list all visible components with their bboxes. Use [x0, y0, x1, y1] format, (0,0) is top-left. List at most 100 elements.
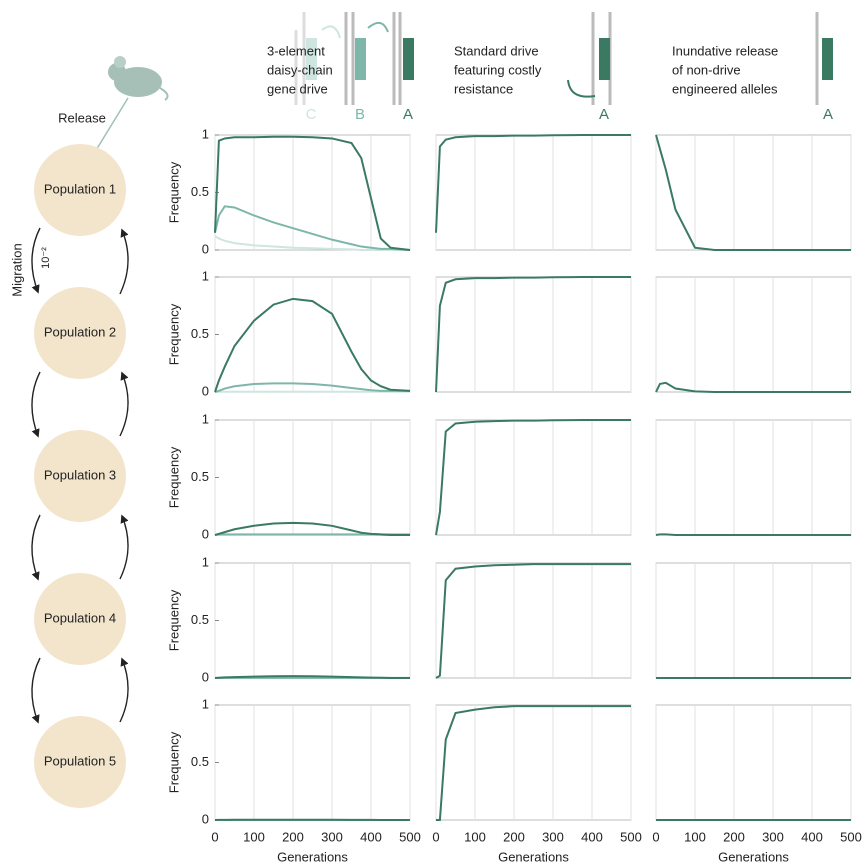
y-tick-label: 0.5: [191, 754, 209, 769]
plot-frame: [214, 419, 411, 536]
chromosome-icons: [294, 12, 833, 105]
release-label: Release: [58, 110, 106, 125]
migration-label: Migration: [9, 243, 24, 296]
population-label: Population 4: [44, 610, 116, 625]
x-tick-label: 100: [684, 829, 706, 844]
x-tick-label: 0: [211, 829, 218, 844]
population-label: Population 3: [44, 467, 116, 482]
series-line: [435, 276, 631, 393]
allele-label: A: [823, 106, 833, 123]
series-line: [435, 419, 631, 536]
series-line: [655, 134, 851, 251]
x-tick-label: 300: [762, 829, 784, 844]
allele-label: A: [403, 106, 413, 123]
y-tick-label: 1: [202, 411, 209, 426]
y-tick-label: 0: [202, 526, 209, 541]
allele-label: B: [355, 106, 365, 123]
migration-arrows: [31, 227, 129, 724]
series-line: [214, 382, 410, 393]
population-label: Population 1: [44, 181, 116, 196]
x-tick-label: 100: [243, 829, 265, 844]
series-line: [214, 235, 410, 251]
plot-frame: [655, 704, 852, 821]
column-title: resistance: [454, 81, 513, 96]
x-tick-label: 500: [620, 829, 642, 844]
y-tick-label: 0.5: [191, 469, 209, 484]
y-axis-label: Frequency: [166, 161, 181, 223]
y-tick-label: 0.5: [191, 326, 209, 341]
y-axis-label: Frequency: [166, 446, 181, 508]
plot-frame: [435, 419, 632, 536]
series-line: [214, 297, 411, 393]
population-circle: [34, 716, 126, 808]
plot-frame: [435, 276, 632, 393]
y-tick-label: 0: [202, 383, 209, 398]
column-title: engineered alleles: [672, 81, 778, 96]
series-line: [655, 533, 851, 536]
series-line: [435, 563, 631, 679]
y-tick-label: 0: [202, 811, 209, 826]
plot-frame: [214, 134, 411, 251]
column-title: featuring costly: [454, 62, 542, 77]
y-tick-label: 1: [202, 268, 209, 283]
y-tick-label: 1: [202, 696, 209, 711]
y-tick-label: 1: [202, 126, 209, 141]
population-circle: [34, 430, 126, 522]
allele-label: C: [306, 106, 317, 123]
plot-frame: [655, 562, 852, 679]
x-tick-label: 400: [581, 829, 603, 844]
y-tick-label: 1: [202, 554, 209, 569]
x-tick-label: 100: [464, 829, 486, 844]
y-tick-label: 0.5: [191, 184, 209, 199]
plot-frame: [435, 134, 632, 251]
x-tick-label: 0: [432, 829, 439, 844]
x-tick-label: 400: [360, 829, 382, 844]
plot-frame: [435, 704, 632, 821]
series-line: [214, 521, 410, 536]
plot-frame: [655, 419, 852, 536]
y-axis-label: Frequency: [166, 303, 181, 365]
x-tick-label: 500: [399, 829, 421, 844]
x-tick-label: 300: [321, 829, 343, 844]
x-tick-label: 200: [723, 829, 745, 844]
column-title: daisy-chain: [267, 62, 333, 77]
plot-frame: [435, 562, 632, 679]
y-tick-label: 0: [202, 241, 209, 256]
x-tick-label: 400: [801, 829, 823, 844]
series-line: [214, 135, 411, 251]
allele-label: A: [599, 106, 609, 123]
y-axis-label: Frequency: [166, 589, 181, 651]
population-label: Population 5: [44, 753, 116, 768]
x-axis-label: Generations: [718, 849, 789, 864]
series-line: [655, 381, 851, 393]
column-title: 3-element: [267, 43, 325, 58]
population-label: Population 2: [44, 324, 116, 339]
column-title: Standard drive: [454, 43, 539, 58]
plot-frame: [655, 134, 852, 251]
y-tick-label: 0.5: [191, 612, 209, 627]
column-title: Inundative release: [672, 43, 778, 58]
population-circle: [34, 287, 126, 379]
population-circle: [34, 144, 126, 236]
mouse-icon: [108, 56, 169, 101]
series-line: [214, 675, 410, 679]
y-tick-label: 0: [202, 669, 209, 684]
x-axis-label: Generations: [277, 849, 348, 864]
migration-rate: 10⁻²: [40, 247, 52, 269]
y-axis-label: Frequency: [166, 731, 181, 793]
column-title: of non-drive: [672, 62, 741, 77]
x-tick-label: 200: [503, 829, 525, 844]
x-tick-label: 300: [542, 829, 564, 844]
x-axis-label: Generations: [498, 849, 569, 864]
column-title: gene drive: [267, 81, 328, 96]
series-line: [435, 134, 631, 233]
x-tick-label: 200: [282, 829, 304, 844]
x-tick-label: 500: [840, 829, 862, 844]
series-line: [436, 705, 631, 821]
plot-frame: [214, 704, 411, 821]
plot-frame: [214, 562, 411, 679]
plot-frame: [655, 276, 852, 393]
x-tick-label: 0: [652, 829, 659, 844]
population-circle: [34, 573, 126, 665]
